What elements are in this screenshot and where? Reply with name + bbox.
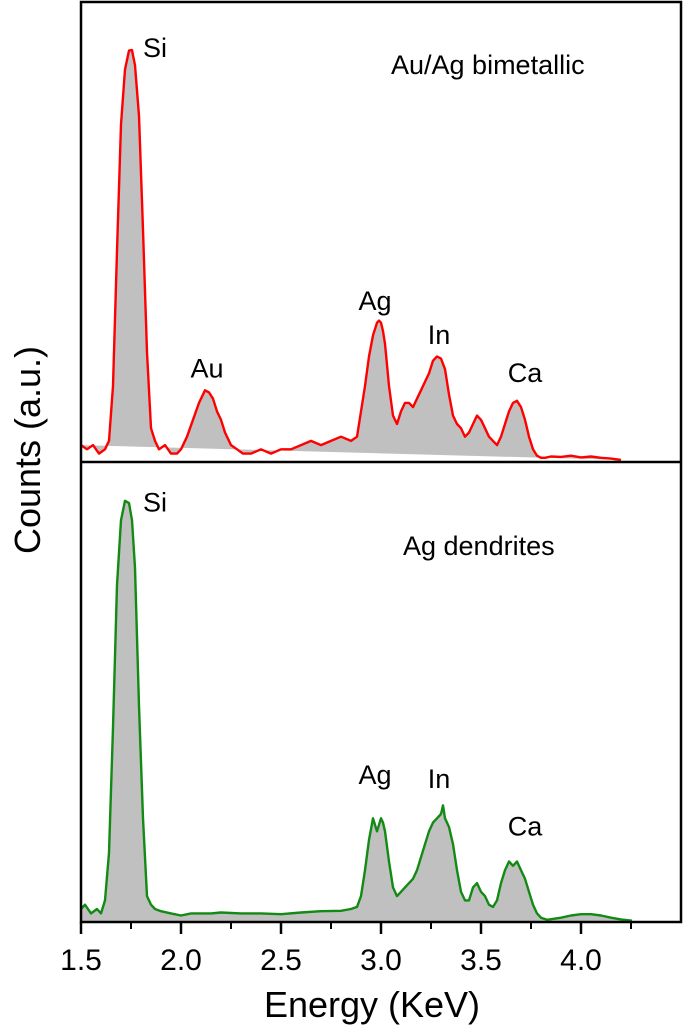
peak-label-ca: Ca bbox=[508, 358, 543, 388]
y-axis-label: Counts (a.u.) bbox=[7, 346, 48, 554]
x-tick-label: 2.0 bbox=[160, 944, 202, 977]
panel-ag-dendrites: Ag dendrites Si Ag In Ca bbox=[80, 488, 633, 922]
peak-labels-bottom: Si Ag In Ca bbox=[143, 488, 543, 842]
x-tick-label: 1.5 bbox=[60, 944, 102, 977]
spectrum-line-bottom bbox=[80, 499, 633, 922]
x-tick-label: 3.0 bbox=[360, 944, 402, 977]
spectrum-fill-top bbox=[81, 50, 621, 460]
peak-label-si: Si bbox=[143, 488, 167, 518]
peak-label-ca: Ca bbox=[508, 812, 543, 842]
peak-label-in: In bbox=[428, 320, 451, 350]
x-tick-label: 3.5 bbox=[460, 944, 502, 977]
x-tick-label: 4.0 bbox=[560, 944, 602, 977]
panel-title-bottom: Ag dendrites bbox=[403, 531, 555, 561]
peak-label-si: Si bbox=[143, 33, 167, 63]
peak-label-in: In bbox=[428, 764, 451, 794]
spectrum-fill-bottom bbox=[81, 500, 632, 922]
x-axis: 1.5 2.0 2.5 3.0 3.5 4.0 bbox=[60, 922, 632, 977]
panel-title-top: Au/Ag bimetallic bbox=[391, 50, 585, 80]
peak-label-ag: Ag bbox=[358, 286, 391, 316]
peak-label-au: Au bbox=[190, 354, 223, 384]
peak-labels-top: Si Au Ag In Ca bbox=[143, 33, 543, 388]
x-axis-label: Energy (KeV) bbox=[264, 984, 480, 1025]
spectrum-line-top bbox=[80, 48, 622, 462]
x-tick-label: 2.5 bbox=[260, 944, 302, 977]
panel-au-ag-bimetallic: Au/Ag bimetallic Si Au Ag In Ca bbox=[80, 33, 622, 462]
peak-label-ag: Ag bbox=[358, 760, 391, 790]
